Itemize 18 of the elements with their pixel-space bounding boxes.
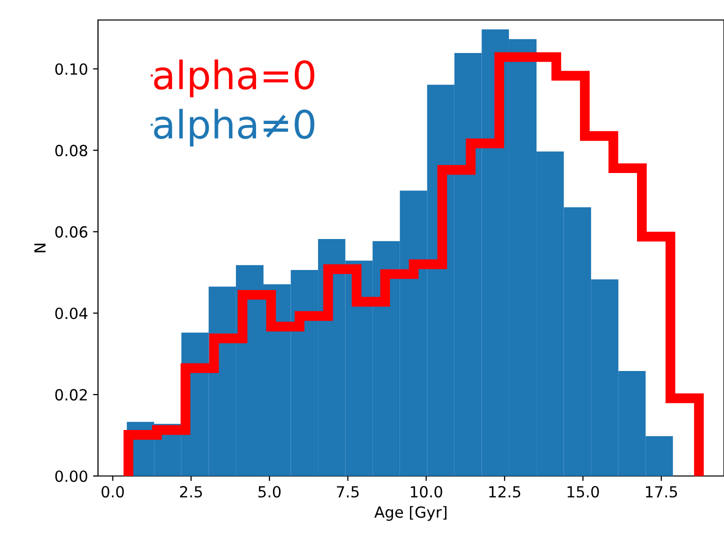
y-tick-label: 0.08 xyxy=(55,144,88,156)
y-tick-label: 0.04 xyxy=(55,308,88,320)
legend-label: alpha≠0 xyxy=(154,108,314,146)
y-tick-label: 0.06 xyxy=(55,226,88,238)
y-axis-title: N xyxy=(34,244,46,252)
y-tick-label: 0.10 xyxy=(55,63,88,75)
x-tick-label: 2.5 xyxy=(180,486,202,498)
x-tick-label: 5.0 xyxy=(258,486,281,498)
x-tick-label: 0.0 xyxy=(102,486,124,498)
x-tick-label: 17.5 xyxy=(646,486,677,498)
legend-label: alpha=0 xyxy=(154,60,314,98)
x-tick-label: 15.0 xyxy=(568,486,599,498)
x-tick-label: 12.5 xyxy=(489,486,520,498)
y-tick-label: 0.02 xyxy=(55,389,87,401)
y-tick-label: 0.00 xyxy=(55,470,88,482)
x-tick-label: 7.5 xyxy=(336,486,359,498)
x-axis-title: Age [Gyr] xyxy=(374,506,446,521)
x-tick-label: 10.0 xyxy=(410,486,442,498)
